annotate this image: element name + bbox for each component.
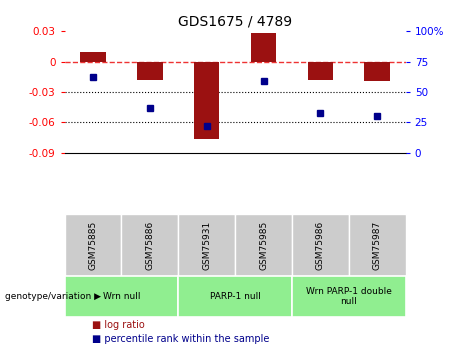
- Text: ■ log ratio: ■ log ratio: [92, 320, 145, 330]
- Bar: [80, 52, 106, 61]
- Text: GSM75886: GSM75886: [145, 220, 154, 269]
- Text: ■ percentile rank within the sample: ■ percentile rank within the sample: [92, 334, 270, 344]
- Bar: [251, 33, 276, 61]
- Text: GSM75986: GSM75986: [316, 220, 325, 269]
- Text: PARP-1 null: PARP-1 null: [210, 292, 260, 301]
- Bar: [307, 61, 333, 80]
- Bar: [194, 61, 219, 139]
- Text: Wrn PARP-1 double
null: Wrn PARP-1 double null: [306, 287, 392, 306]
- Text: GSM75885: GSM75885: [89, 220, 97, 269]
- Text: Wrn null: Wrn null: [103, 292, 140, 301]
- Bar: [137, 61, 163, 80]
- Text: GSM75987: GSM75987: [373, 220, 382, 269]
- Text: GSM75985: GSM75985: [259, 220, 268, 269]
- Text: genotype/variation ▶: genotype/variation ▶: [5, 292, 100, 301]
- Bar: [365, 61, 390, 81]
- Title: GDS1675 / 4789: GDS1675 / 4789: [178, 14, 292, 29]
- Text: GSM75931: GSM75931: [202, 220, 211, 269]
